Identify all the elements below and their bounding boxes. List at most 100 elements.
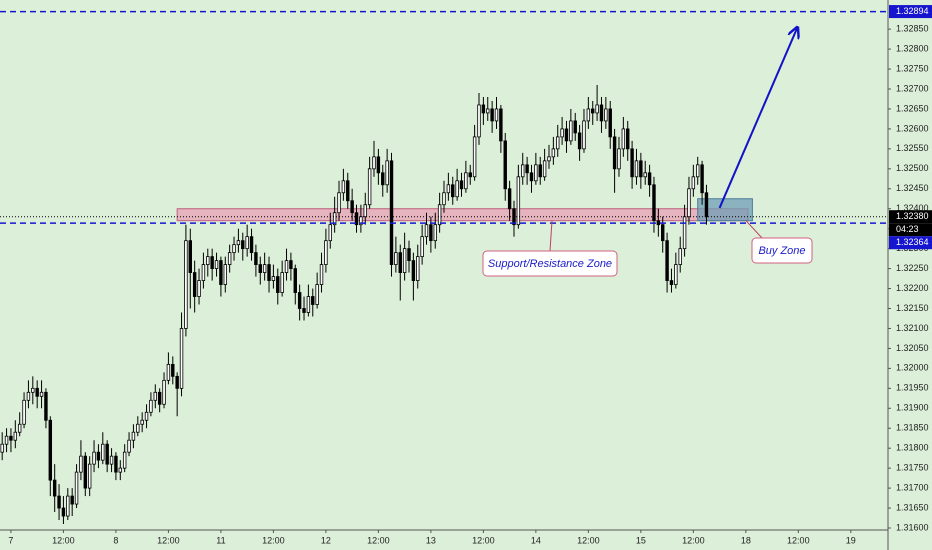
candle-body bbox=[468, 172, 472, 178]
candle-body bbox=[429, 224, 433, 242]
y-tick-label: 1.32650 bbox=[896, 103, 929, 113]
candle-body bbox=[577, 132, 582, 150]
x-tick-label: 7 bbox=[8, 535, 13, 545]
candle-body bbox=[192, 272, 197, 297]
candle-body bbox=[210, 256, 214, 269]
y-tick-label: 1.32250 bbox=[896, 263, 929, 273]
candle-body bbox=[363, 204, 367, 218]
candle-body bbox=[455, 180, 459, 198]
x-tick-label: 12:00 bbox=[472, 535, 495, 545]
candle-body bbox=[9, 435, 13, 441]
y-tick-label: 1.32500 bbox=[896, 163, 929, 173]
candle-body bbox=[411, 260, 416, 281]
callout-connector bbox=[549, 220, 553, 252]
candle-body bbox=[70, 495, 74, 505]
candle-body bbox=[634, 160, 639, 178]
candle-body bbox=[57, 495, 61, 509]
candle-body bbox=[525, 164, 529, 174]
y-tick-label: 1.31950 bbox=[896, 383, 929, 393]
plot-background bbox=[0, 0, 888, 530]
candle-body bbox=[197, 280, 201, 297]
y-tick-label: 1.31900 bbox=[896, 403, 929, 413]
candle-body bbox=[604, 108, 608, 122]
candle-body bbox=[166, 363, 171, 381]
candle-body bbox=[105, 443, 109, 465]
candle-body bbox=[350, 200, 354, 214]
x-tick-label: 12:00 bbox=[367, 535, 390, 545]
candle-body bbox=[521, 164, 525, 178]
candle-body bbox=[319, 264, 324, 285]
candle-body bbox=[704, 192, 709, 218]
candle-body bbox=[306, 296, 311, 313]
candle-body bbox=[595, 104, 599, 114]
candle-body bbox=[621, 128, 626, 150]
candle-body bbox=[324, 240, 328, 266]
candle-body bbox=[311, 296, 315, 305]
candle-body bbox=[464, 172, 468, 190]
candle-body bbox=[617, 148, 621, 170]
candle-body bbox=[542, 160, 547, 178]
x-tick-label: 8 bbox=[113, 535, 118, 545]
candle-body bbox=[214, 260, 219, 269]
candle-body bbox=[315, 284, 319, 305]
candle-body bbox=[328, 224, 332, 242]
y-tick-label: 1.31850 bbox=[896, 423, 929, 433]
candle-body bbox=[223, 264, 227, 285]
candle-body bbox=[674, 264, 678, 285]
candle-body bbox=[13, 431, 18, 441]
horizontal-line-label-bg bbox=[889, 5, 932, 19]
candle-body bbox=[232, 244, 236, 254]
candle-body bbox=[87, 463, 92, 489]
candle-body bbox=[490, 108, 494, 122]
candle-body bbox=[494, 108, 499, 122]
y-tick-label: 1.31750 bbox=[896, 463, 929, 473]
candle-body bbox=[591, 108, 595, 114]
y-tick-label: 1.32850 bbox=[896, 24, 929, 34]
candle-body bbox=[271, 276, 276, 281]
candle-body bbox=[188, 240, 192, 273]
callout-box bbox=[751, 237, 813, 264]
candle-body bbox=[582, 120, 586, 150]
y-tick-label: 1.32150 bbox=[896, 303, 929, 313]
candle-body bbox=[682, 216, 687, 250]
y-tick-label: 1.32100 bbox=[896, 323, 929, 333]
candle-body bbox=[267, 264, 271, 281]
candle-body bbox=[276, 276, 280, 293]
candle-body bbox=[341, 180, 346, 194]
candle-body bbox=[424, 224, 429, 238]
candle-body bbox=[472, 136, 477, 178]
x-tick-label: 12 bbox=[321, 535, 331, 545]
candle-body bbox=[206, 256, 210, 266]
candle-body bbox=[254, 252, 258, 266]
price-axis-background bbox=[888, 0, 932, 550]
candle-body bbox=[39, 391, 44, 397]
candle-body bbox=[289, 260, 293, 269]
x-tick-label: 12:00 bbox=[787, 535, 810, 545]
candle-body bbox=[284, 260, 289, 273]
x-tick-label: 12:00 bbox=[682, 535, 705, 545]
candle-body bbox=[48, 419, 53, 481]
candle-body bbox=[22, 399, 26, 425]
candle-body bbox=[420, 236, 424, 258]
candle-body bbox=[96, 451, 101, 461]
candle-body bbox=[669, 280, 674, 285]
candle-body bbox=[354, 212, 359, 226]
candle-body bbox=[127, 439, 131, 453]
candle-body bbox=[149, 399, 153, 413]
candle-body bbox=[630, 148, 634, 178]
candle-body bbox=[700, 164, 704, 194]
y-tick-label: 1.32700 bbox=[896, 83, 929, 93]
y-tick-label: 1.32750 bbox=[896, 63, 929, 73]
candle-body bbox=[385, 160, 389, 186]
candle-body bbox=[534, 164, 538, 182]
candle-body bbox=[332, 212, 337, 226]
candle-body bbox=[486, 108, 490, 114]
candle-body bbox=[52, 479, 57, 497]
candle-body bbox=[179, 328, 184, 389]
candle-body bbox=[44, 391, 48, 421]
candle-body bbox=[696, 164, 700, 178]
y-tick-label: 1.31800 bbox=[896, 443, 929, 453]
candle-body bbox=[26, 391, 31, 401]
candle-body bbox=[297, 292, 302, 309]
